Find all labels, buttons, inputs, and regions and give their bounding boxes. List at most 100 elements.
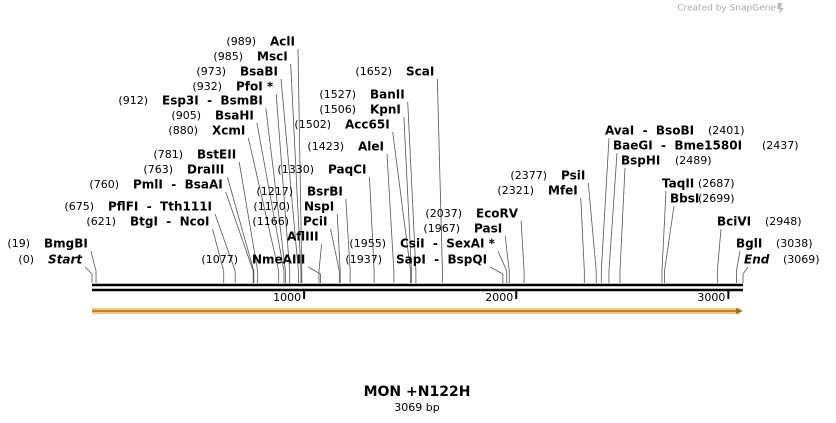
enzyme-name: PasI bbox=[474, 222, 502, 236]
site-leader bbox=[280, 78, 299, 283]
enzyme-name: EcoRV bbox=[476, 207, 519, 221]
site-leader bbox=[580, 197, 585, 283]
enzyme-name: Acc65I bbox=[345, 118, 390, 132]
site-leader bbox=[275, 93, 291, 283]
site-leader bbox=[369, 176, 375, 283]
site-position: (1652) bbox=[355, 65, 392, 78]
site-leader bbox=[600, 137, 610, 283]
feature-arrowhead bbox=[736, 308, 743, 314]
enzyme-name: AclI bbox=[270, 35, 295, 49]
site-leader bbox=[520, 220, 525, 283]
enzyme-name: AleI bbox=[358, 140, 384, 154]
credit-logo bbox=[777, 3, 784, 14]
site-leader bbox=[716, 228, 722, 283]
site-position: (621) bbox=[86, 215, 116, 228]
enzyme-name: PciI bbox=[303, 215, 328, 229]
enzyme-name: End bbox=[744, 253, 770, 267]
enzyme-name: NspI bbox=[304, 200, 334, 214]
site-position: (781) bbox=[153, 148, 183, 161]
site-position: (763) bbox=[143, 163, 173, 176]
site-position: (1955) bbox=[349, 237, 386, 250]
site-leader bbox=[238, 161, 259, 283]
site-leader bbox=[619, 167, 626, 283]
site-position: (2377) bbox=[510, 169, 547, 182]
site-leader bbox=[212, 228, 225, 283]
site-position: (2401) bbox=[708, 124, 745, 137]
enzyme-name: MfeI bbox=[548, 184, 578, 198]
site-leader bbox=[90, 250, 97, 283]
site-leader bbox=[247, 137, 280, 283]
site-position: (1967) bbox=[423, 222, 460, 235]
site-position: (1170) bbox=[253, 200, 290, 213]
site-leader bbox=[736, 250, 741, 283]
site-position: (905) bbox=[171, 109, 201, 122]
enzyme-name: BsaBI bbox=[240, 65, 278, 79]
site-position: (2489) bbox=[675, 154, 712, 167]
enzyme-name: ScaI bbox=[406, 65, 434, 79]
site-leader bbox=[392, 131, 412, 283]
enzyme-name: CsiI - SexAI * bbox=[400, 237, 496, 251]
site-position: (0) bbox=[18, 253, 34, 266]
enzyme-name: Esp3I - BsmBI bbox=[162, 94, 263, 108]
site-position: (1423) bbox=[307, 140, 344, 153]
site-leader bbox=[345, 198, 351, 283]
enzyme-name: BsaHI bbox=[215, 109, 254, 123]
site-leader bbox=[226, 176, 255, 283]
site-position: (912) bbox=[118, 94, 148, 107]
site-leader bbox=[403, 116, 412, 283]
sequence-name: MON +N122H bbox=[364, 384, 471, 400]
enzyme-name: PflFI - Tth111I bbox=[108, 200, 212, 214]
ruler-label: 1000 bbox=[273, 291, 301, 304]
site-position: (1077) bbox=[201, 253, 238, 266]
site-leader bbox=[436, 78, 443, 283]
enzyme-name: TaqII bbox=[662, 177, 694, 191]
enzyme-name: Start bbox=[48, 253, 83, 267]
enzyme-name: BbsI bbox=[670, 192, 699, 206]
site-leader bbox=[84, 266, 93, 283]
enzyme-name: PfoI * bbox=[236, 80, 274, 94]
site-leader bbox=[265, 107, 286, 283]
enzyme-name: SapI - BspQI bbox=[396, 253, 487, 267]
enzyme-name: BtgI - NcoI bbox=[130, 215, 210, 229]
enzyme-name: AvaI - BsoBI bbox=[605, 124, 694, 138]
site-position: (973) bbox=[196, 65, 226, 78]
site-position: (3038) bbox=[776, 237, 813, 250]
site-position: (675) bbox=[64, 200, 94, 213]
site-position: (989) bbox=[226, 35, 256, 48]
site-leader bbox=[308, 266, 321, 283]
site-leader bbox=[225, 191, 254, 283]
enzyme-name: BstEII bbox=[197, 148, 236, 162]
site-position: (2699) bbox=[698, 192, 735, 205]
ruler-label: 3000 bbox=[697, 291, 725, 304]
site-leader bbox=[587, 182, 597, 283]
site-leader bbox=[256, 122, 285, 283]
site-leader bbox=[489, 266, 504, 283]
enzyme-name: BanII bbox=[370, 88, 405, 102]
enzyme-name: PsiI bbox=[561, 169, 585, 183]
credit: Created by SnapGene bbox=[677, 4, 776, 14]
site-position: (1937) bbox=[345, 253, 382, 266]
site-leader bbox=[608, 152, 618, 283]
enzyme-name: PmlI - BsaAI bbox=[133, 178, 223, 192]
enzyme-name: BsrBI bbox=[307, 185, 343, 199]
site-position: (1330) bbox=[277, 163, 314, 176]
site-position: (880) bbox=[168, 124, 198, 137]
site-leader bbox=[214, 213, 236, 283]
site-position: (3069) bbox=[783, 253, 820, 266]
enzyme-name: BaeGI - Bme1580I bbox=[613, 139, 742, 153]
site-position: (19) bbox=[7, 237, 30, 250]
site-leader bbox=[407, 101, 417, 283]
site-position: (2437) bbox=[762, 139, 799, 152]
site-leader bbox=[297, 48, 303, 283]
site-leader bbox=[742, 266, 749, 283]
enzyme-name: DraIII bbox=[187, 163, 224, 177]
site-leader bbox=[664, 205, 675, 283]
site-position: (2321) bbox=[497, 184, 534, 197]
enzyme-name: BspHI bbox=[621, 154, 660, 168]
site-position: (2948) bbox=[765, 215, 802, 228]
site-position: (1506) bbox=[319, 103, 356, 116]
enzyme-name: XcmI bbox=[212, 124, 245, 138]
enzyme-name: BglI bbox=[736, 237, 762, 251]
site-leader bbox=[386, 153, 395, 283]
